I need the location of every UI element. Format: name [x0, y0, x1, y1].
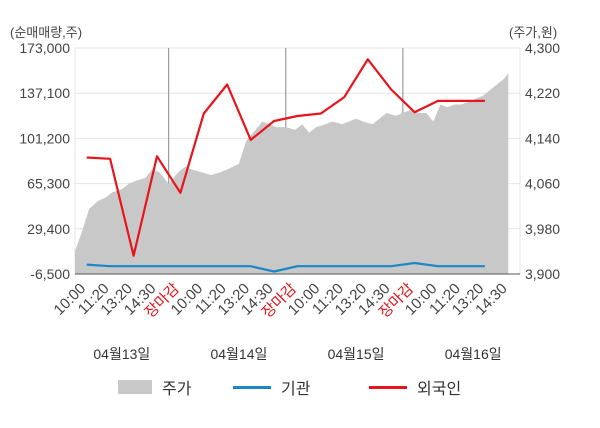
left-tick-label: 137,100 — [19, 85, 70, 101]
left-tick-label: 65,300 — [27, 176, 70, 192]
right-tick-label: 4,060 — [525, 176, 560, 192]
inst-line — [86, 261, 485, 273]
left-axis-unit: (순매매량,주) — [10, 25, 83, 40]
date-label: 04월15일 — [328, 346, 385, 362]
left-tick-label: -6,500 — [30, 266, 70, 282]
date-label: 04월16일 — [445, 346, 502, 362]
left-tick-label: 101,200 — [19, 130, 70, 146]
legend-item-foreign: 외국인 — [369, 376, 461, 398]
legend-item-price: 주가 — [118, 376, 191, 398]
left-tick-label: 29,400 — [27, 221, 70, 237]
legend-swatch-price — [118, 380, 152, 394]
foreign-line — [86, 58, 485, 257]
price-area — [75, 73, 509, 275]
right-tick-label: 3,980 — [525, 221, 560, 237]
legend-label-foreign: 외국인 — [417, 381, 462, 398]
legend-swatch-inst — [233, 385, 271, 389]
legend-label-price: 주가 — [162, 381, 192, 398]
legend: 주가 기관 외국인 — [0, 376, 600, 398]
left-tick-label: 173,000 — [19, 40, 70, 56]
legend-item-inst: 기관 — [233, 376, 310, 398]
right-tick-label: 4,300 — [525, 40, 560, 56]
right-tick-label: 3,900 — [525, 266, 560, 282]
right-tick-label: 4,140 — [525, 130, 560, 146]
date-label: 04월13일 — [93, 346, 150, 362]
date-label: 04월14일 — [210, 346, 267, 362]
right-axis-unit: (주가,원) — [509, 25, 558, 40]
legend-label-inst: 기관 — [281, 381, 311, 398]
right-tick-label: 4,220 — [525, 85, 560, 101]
legend-swatch-foreign — [369, 385, 407, 389]
